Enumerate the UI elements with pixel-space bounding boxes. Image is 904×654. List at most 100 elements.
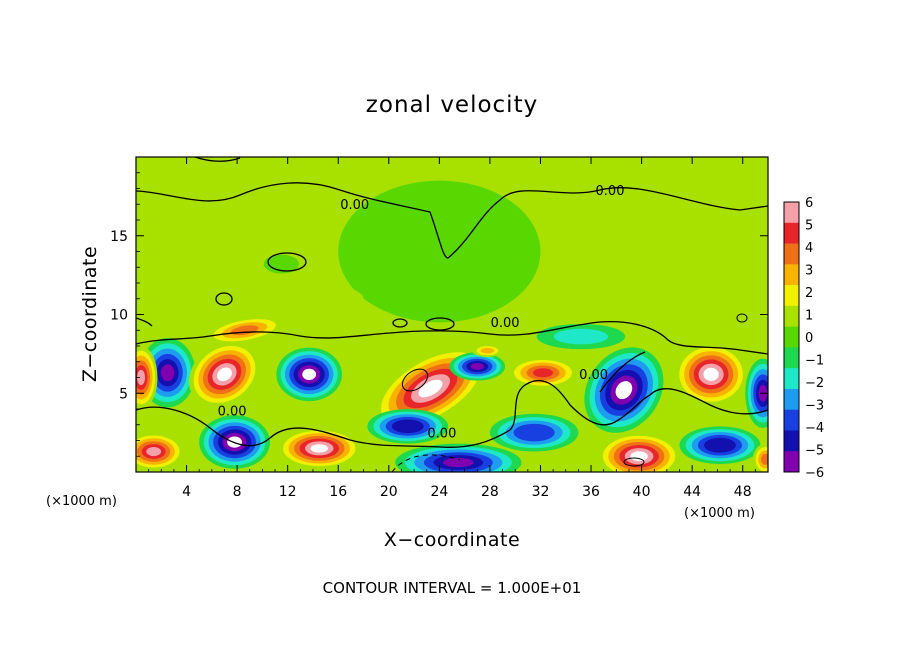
contour-line-negative [391,454,461,472]
contour-line [136,321,768,355]
colorbar-swatch [784,409,799,431]
field-cell [136,432,185,471]
colorbar-tick-label: −5 [805,444,824,459]
field-level [521,427,547,439]
colorbar-tick-label: −1 [805,354,824,369]
contour-line [401,368,429,392]
x-axis-label: X−coordinate [384,529,520,551]
field-level [397,422,418,431]
field-level [470,363,485,370]
field-level [418,379,443,398]
field-cell [536,323,626,350]
field-level [302,368,317,380]
colorbar-swatch [784,368,799,390]
field-cell [449,352,506,381]
colorbar-swatch [784,347,799,369]
field-level [710,440,730,450]
x-tick-label: 44 [683,484,701,500]
colorbar-tick-label: 6 [805,196,813,211]
x-tick-label: 4 [182,484,191,500]
field-level [615,381,633,400]
field-cell [136,346,158,409]
field-level [241,287,335,311]
x-tick-label: 16 [329,484,347,500]
field-cell [276,347,343,402]
contour-label: 0.00 [491,316,520,331]
x-unit-right: (×1000 m) [684,506,755,521]
x-tick-label: 40 [633,484,651,500]
plot-area: 0.000.000.000.000.000.00 4 8 12 16 20 24 28 32 3… [110,156,769,500]
colorbar-swatch [784,264,799,286]
contour-line [267,252,307,272]
contour-line [215,292,233,306]
contour-line [136,379,768,448]
contour-line [599,351,646,393]
contour-line [194,157,241,162]
contour-line [136,317,153,327]
field-cell [674,342,748,406]
x-tick-label: 12 [279,484,297,500]
field-level [703,367,719,381]
colorbar-tick-label: 2 [805,286,813,301]
colorbar-tick-label: −6 [805,466,824,481]
field-cell [679,426,761,465]
field-level [338,180,541,323]
contour-labels: 0.00 0.00 0.00 0.00 0.00 0.00 [218,184,625,442]
field-cell [489,413,579,452]
y-tick-label: 5 [119,386,128,402]
contour-label: 0.00 [579,368,608,383]
contour-label: 0.00 [596,184,625,199]
field-cell [204,315,285,345]
x-tick-label: 24 [430,484,448,500]
x-tick-label: 20 [380,484,398,500]
chart-title: zonal velocity [366,92,538,118]
x-tick-label: 8 [233,484,242,500]
field-level [630,451,648,462]
contour-line [623,457,645,467]
field-level [553,328,609,345]
x-tick-label: 32 [532,484,550,500]
field-cell [211,279,364,318]
contour-line [736,313,748,323]
field-level [442,457,474,468]
colorbar-swatch [784,285,799,307]
y-tick-label: 10 [110,308,128,324]
colorbar-swatch [784,305,799,328]
field-cell [472,344,503,358]
colorbar-swatch [784,222,799,245]
field-level [137,369,146,386]
contour-label: 0.00 [340,198,369,213]
zero-contours [136,157,768,472]
field-cell [338,180,541,323]
colorbar-tick-label: −3 [805,399,824,414]
field-level [146,446,162,457]
x-tick-label: 36 [582,484,600,500]
colorbar-tick-label: −2 [805,376,824,391]
colorbar-tick-label: 1 [805,309,813,324]
colorbar-frame [783,201,800,473]
field-cell [367,409,449,444]
field-cell [395,443,522,472]
field-cell [277,427,361,469]
x-tick-label: 48 [734,484,752,500]
colorbar-tick-label: 5 [805,219,813,234]
colorbar-tick-label: 0 [805,331,813,346]
field-cell [507,357,579,389]
velocity-field [136,180,768,472]
field-level [263,254,300,274]
field-level [160,364,175,382]
field-level [553,259,731,307]
field-cell [263,254,300,274]
field-level [480,347,495,354]
y-axis-label: Z−coordinate [79,246,101,382]
field-level [217,367,232,382]
colorbar-swatch [784,326,799,348]
contour-interval-note: CONTOUR INTERVAL = 1.000E+01 [323,579,582,597]
y-tick-label: 15 [110,229,128,245]
field-level [532,368,554,378]
colorbar-swatch [784,202,799,224]
colorbar-tick-label: −4 [805,421,824,436]
field-cell [752,443,768,472]
